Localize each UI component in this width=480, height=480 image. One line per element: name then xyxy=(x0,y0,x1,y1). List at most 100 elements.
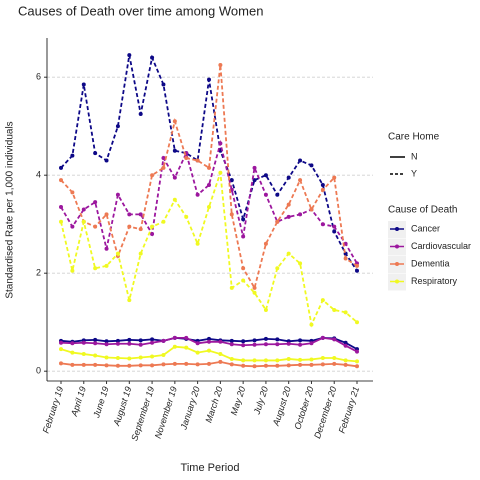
point xyxy=(161,353,166,358)
point xyxy=(332,229,337,234)
point xyxy=(207,348,211,353)
point xyxy=(275,358,280,363)
point xyxy=(127,298,132,303)
point xyxy=(320,335,325,340)
point xyxy=(263,336,268,341)
point xyxy=(93,266,98,271)
point xyxy=(81,362,86,367)
point xyxy=(138,212,143,217)
point xyxy=(218,141,223,146)
point xyxy=(127,212,132,217)
point xyxy=(81,352,86,357)
x-tick-label: March 20 xyxy=(203,385,224,424)
series-line xyxy=(60,54,358,272)
point xyxy=(207,165,211,170)
point xyxy=(309,322,314,327)
point xyxy=(93,151,98,156)
point xyxy=(115,251,120,256)
point xyxy=(320,298,325,303)
point xyxy=(286,341,291,346)
point xyxy=(104,339,109,344)
point xyxy=(275,337,280,342)
point xyxy=(309,357,314,362)
point xyxy=(298,362,303,367)
point xyxy=(104,342,109,347)
point xyxy=(161,219,166,224)
point xyxy=(93,337,98,342)
point xyxy=(81,82,86,87)
point xyxy=(275,363,280,368)
point xyxy=(286,214,291,219)
point xyxy=(252,364,257,369)
point xyxy=(59,361,63,366)
point xyxy=(172,175,177,180)
point xyxy=(81,207,86,212)
y-tick-label: 0 xyxy=(36,366,41,376)
point xyxy=(355,263,359,268)
point xyxy=(275,342,280,347)
point xyxy=(93,224,98,229)
point xyxy=(320,187,325,192)
point xyxy=(93,341,98,346)
point xyxy=(59,205,63,210)
point xyxy=(161,338,166,343)
legend-label: Y xyxy=(411,168,417,178)
point xyxy=(286,251,291,256)
point xyxy=(229,212,234,217)
chart-title: Causes of Death over time among Women xyxy=(18,3,263,18)
point xyxy=(70,362,75,367)
point xyxy=(241,363,246,368)
legend-label: N xyxy=(411,151,418,161)
point xyxy=(127,53,132,58)
point xyxy=(320,183,325,187)
point xyxy=(184,345,189,350)
point xyxy=(207,205,211,210)
x-tick-label: January 20 xyxy=(178,385,202,431)
legend-key-point xyxy=(395,244,399,249)
y-tick-label: 2 xyxy=(36,268,41,278)
point xyxy=(127,341,132,346)
point xyxy=(298,158,303,163)
x-tick-label: July 20 xyxy=(251,385,270,416)
point xyxy=(332,337,337,342)
point xyxy=(70,350,75,355)
point xyxy=(207,336,211,341)
point xyxy=(138,111,143,116)
point xyxy=(241,343,246,348)
point xyxy=(332,307,337,312)
point xyxy=(309,207,314,212)
point xyxy=(81,340,86,345)
point xyxy=(309,163,314,168)
x-tick-label: October 20 xyxy=(292,385,315,430)
point xyxy=(355,359,359,364)
x-tick-label: May 20 xyxy=(229,385,248,416)
point xyxy=(218,62,223,67)
point xyxy=(59,219,63,224)
point xyxy=(241,339,246,344)
point xyxy=(70,268,75,273)
point xyxy=(332,361,337,366)
point xyxy=(207,339,211,344)
point xyxy=(150,55,155,60)
point xyxy=(161,165,166,170)
point xyxy=(59,165,63,170)
point xyxy=(195,350,200,355)
y-tick-label: 4 xyxy=(36,170,41,180)
x-tick-label: June 19 xyxy=(91,385,111,420)
point xyxy=(93,362,98,367)
point xyxy=(355,349,359,354)
legend-key-point xyxy=(395,279,399,284)
point xyxy=(298,342,303,347)
point xyxy=(59,178,63,183)
point xyxy=(115,192,120,197)
point xyxy=(150,340,155,345)
point xyxy=(104,246,109,251)
point xyxy=(104,363,109,368)
x-tick-label: August 20 xyxy=(271,385,293,428)
point xyxy=(127,337,132,342)
x-axis-title: Time Period xyxy=(181,462,240,474)
point xyxy=(138,227,143,232)
point xyxy=(241,234,246,239)
point xyxy=(298,261,303,266)
point xyxy=(263,342,268,347)
